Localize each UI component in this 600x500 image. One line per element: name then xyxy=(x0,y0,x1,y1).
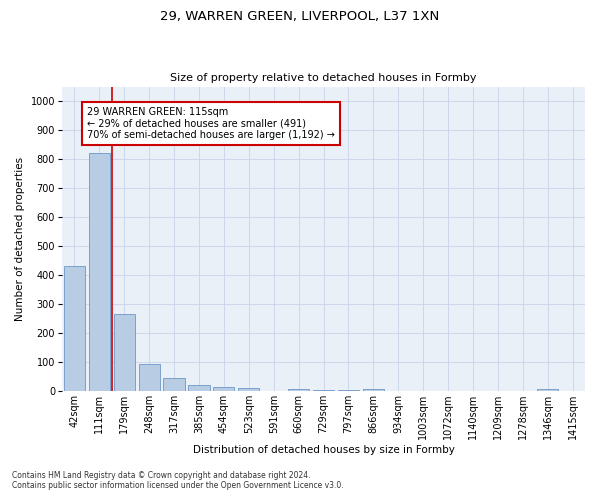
Bar xyxy=(163,378,185,391)
Bar xyxy=(363,389,384,391)
X-axis label: Distribution of detached houses by size in Formby: Distribution of detached houses by size … xyxy=(193,445,454,455)
Title: Size of property relative to detached houses in Formby: Size of property relative to detached ho… xyxy=(170,73,477,83)
Bar xyxy=(188,385,209,391)
Text: 29 WARREN GREEN: 115sqm
← 29% of detached houses are smaller (491)
70% of semi-d: 29 WARREN GREEN: 115sqm ← 29% of detache… xyxy=(87,107,335,140)
Bar xyxy=(288,388,309,391)
Bar xyxy=(113,314,135,391)
Bar xyxy=(537,389,558,391)
Bar xyxy=(89,154,110,391)
Bar xyxy=(338,390,359,391)
Bar xyxy=(238,388,259,391)
Bar xyxy=(139,364,160,391)
Y-axis label: Number of detached properties: Number of detached properties xyxy=(15,157,25,321)
Text: 29, WARREN GREEN, LIVERPOOL, L37 1XN: 29, WARREN GREEN, LIVERPOOL, L37 1XN xyxy=(160,10,440,23)
Text: Contains HM Land Registry data © Crown copyright and database right 2024.
Contai: Contains HM Land Registry data © Crown c… xyxy=(12,470,344,490)
Bar xyxy=(313,390,334,391)
Bar xyxy=(213,387,235,391)
Bar xyxy=(64,266,85,391)
